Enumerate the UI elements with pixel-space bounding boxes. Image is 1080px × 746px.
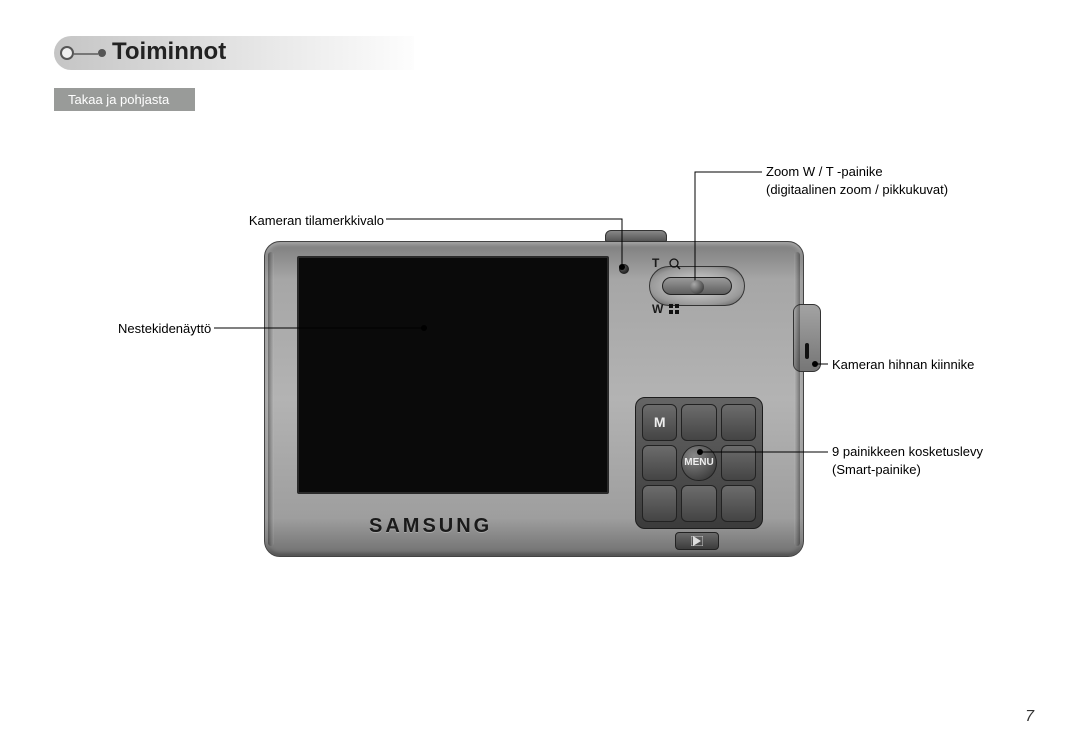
zoom-w-label: W [652, 302, 663, 316]
callout-status-led: Kameran tilamerkkivalo [234, 212, 384, 230]
callout-touchpad: 9 painikkeen kosketuslevy (Smart-painike… [832, 443, 983, 478]
title-decor-dot-inner [98, 49, 106, 57]
title-decor-line [74, 53, 98, 55]
title-pill [54, 36, 414, 70]
zoom-t-label: T [652, 256, 659, 270]
title-decor-dot-outer [60, 46, 74, 60]
callout-lcd: Nestekidenäyttö [118, 320, 211, 338]
touchpad-cell-2 [681, 404, 716, 441]
status-led [619, 264, 629, 274]
page-title: Toiminnot [112, 38, 226, 66]
thumbnail-icon [669, 304, 681, 316]
strap-hole [805, 343, 809, 359]
page-subtitle: Takaa ja pohjasta [54, 88, 195, 111]
camera-body: SAMSUNG T W M MENU [264, 241, 804, 557]
callout-zoom: Zoom W / T -painike (digitaalinen zoom /… [766, 163, 948, 198]
touchpad-cell-m: M [642, 404, 677, 441]
touchpad-cell-6 [721, 445, 756, 482]
nine-button-touchpad: M MENU [635, 397, 763, 529]
magnify-icon [669, 258, 681, 270]
touchpad-menu-button: MENU [681, 445, 716, 482]
strap-lug [793, 304, 821, 372]
lcd-screen [297, 256, 609, 494]
touchpad-cell-4 [642, 445, 677, 482]
playback-button [675, 532, 719, 550]
zoom-nub [690, 280, 704, 294]
brand-logo: SAMSUNG [369, 515, 492, 538]
touchpad-cell-8 [681, 485, 716, 522]
zoom-rocker [649, 266, 745, 306]
touchpad-cell-7 [642, 485, 677, 522]
page-number: 7 [1025, 708, 1034, 726]
shutter-button [605, 230, 667, 242]
touchpad-cell-3 [721, 404, 756, 441]
touchpad-cell-9 [721, 485, 756, 522]
callout-strap: Kameran hihnan kiinnike [832, 356, 974, 374]
